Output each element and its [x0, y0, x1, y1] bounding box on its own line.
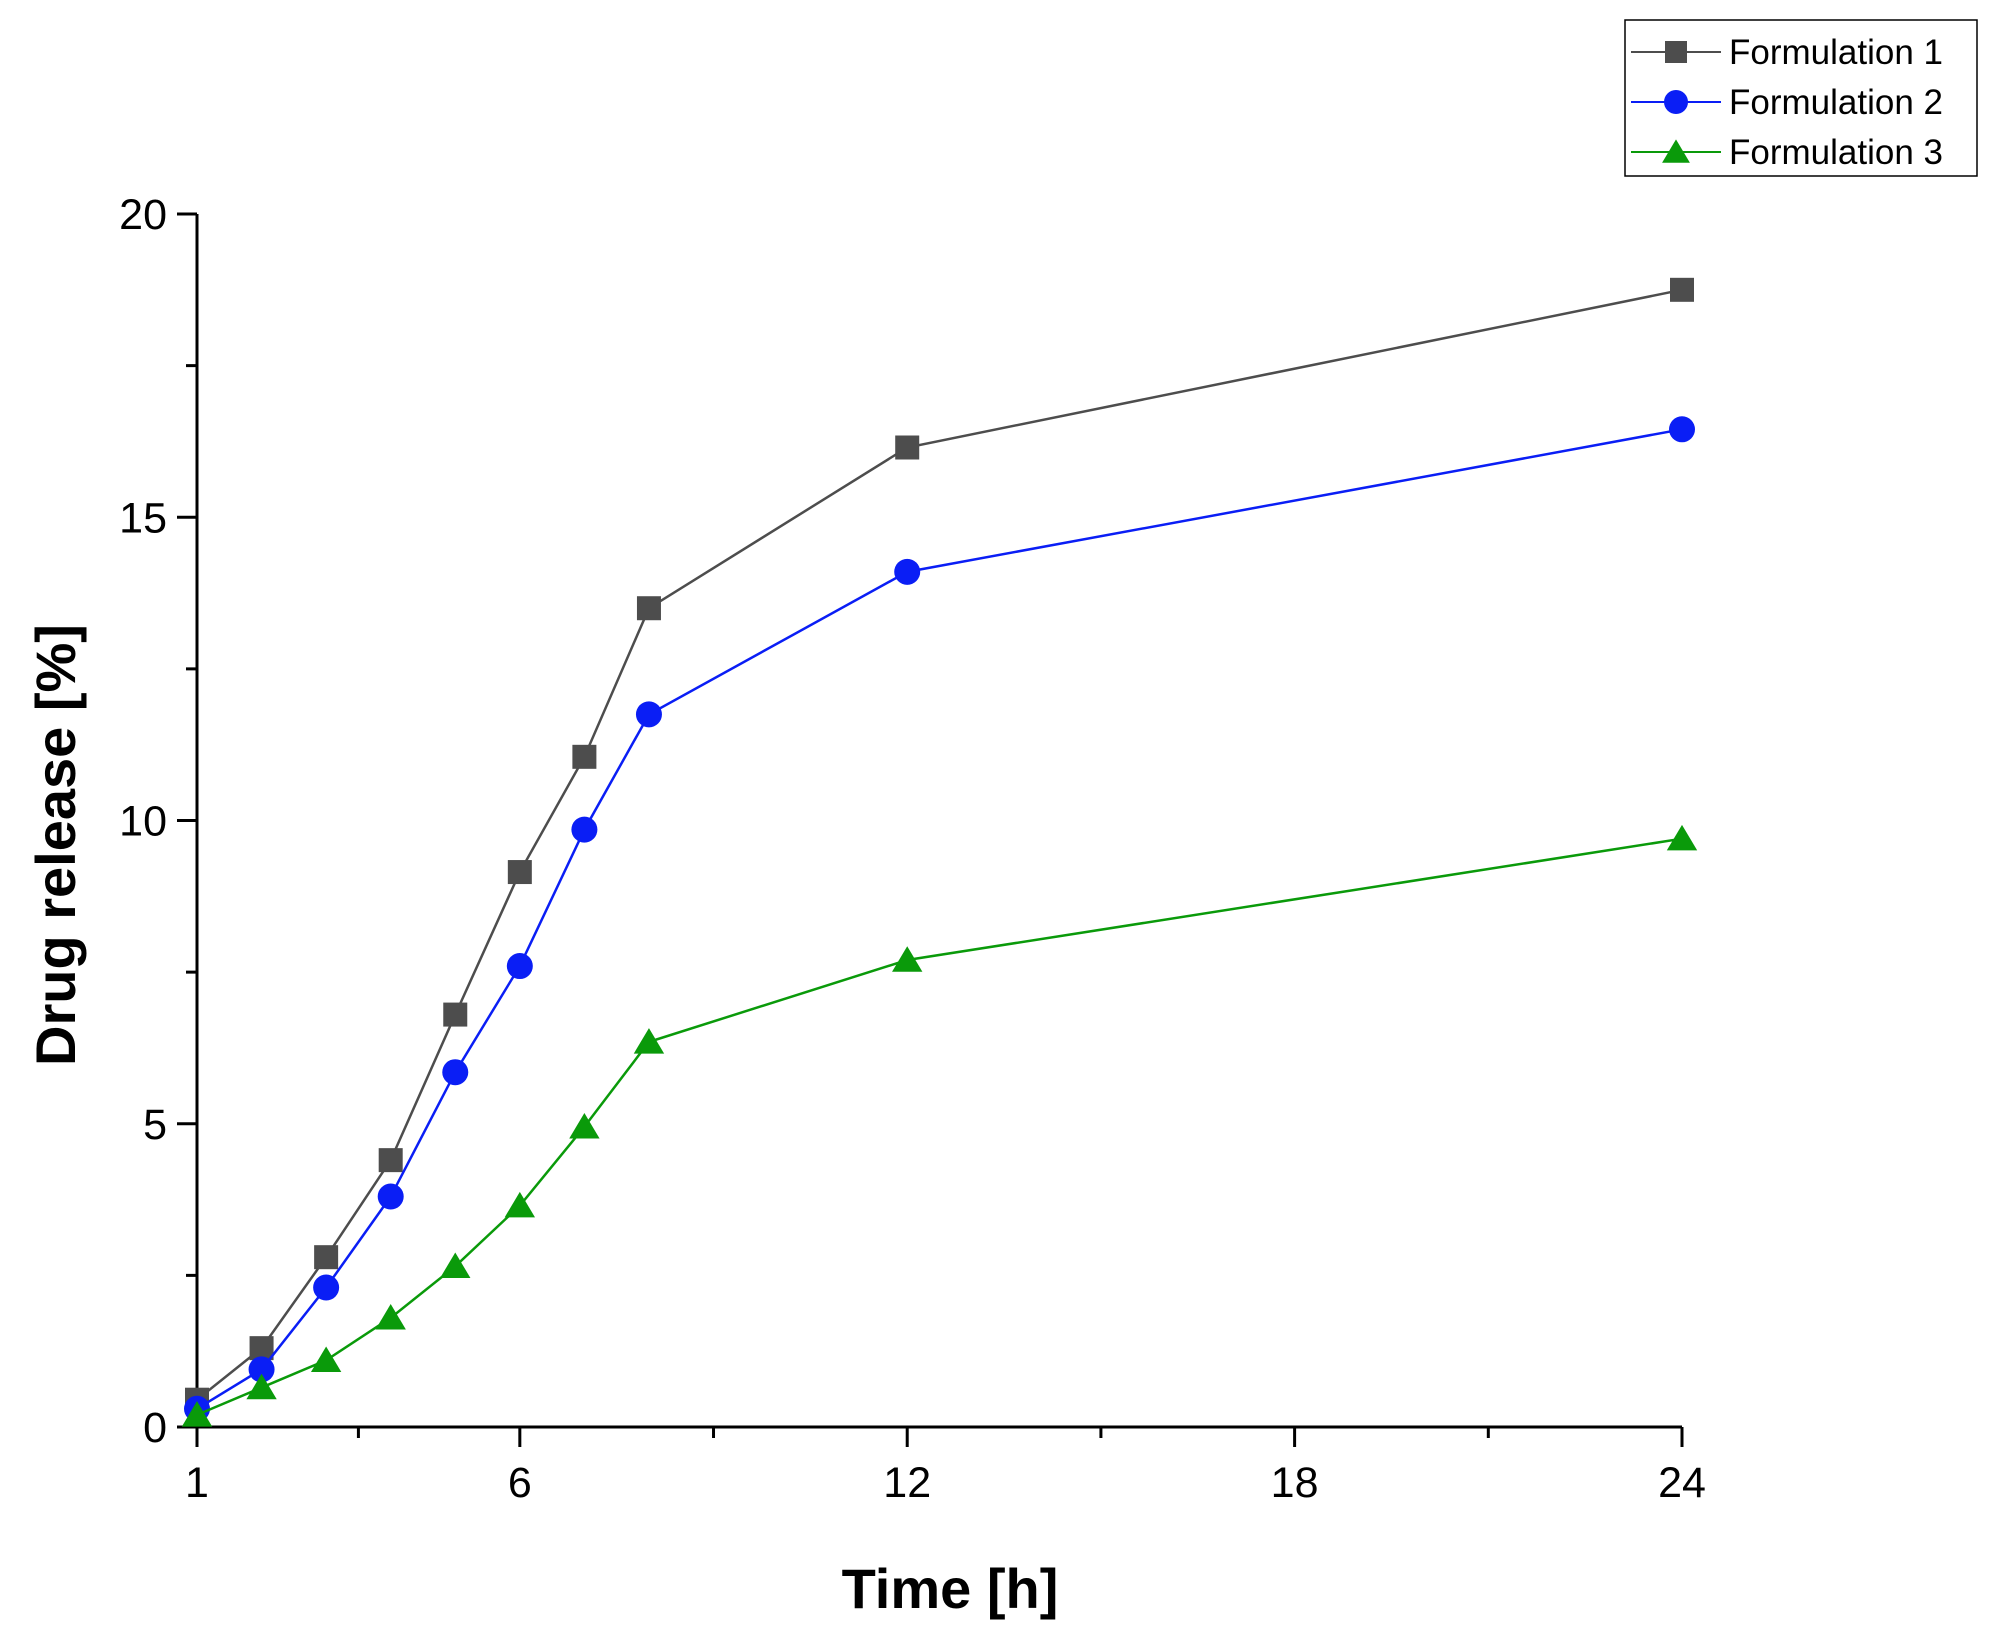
legend-item-3: Formulation 3: [1631, 133, 1943, 172]
data-point: [377, 1183, 404, 1210]
data-point: [249, 1336, 274, 1361]
series-3: [181, 824, 1698, 1427]
data-point: [635, 701, 662, 728]
x-tick-label: 12: [883, 1459, 931, 1507]
series-line-3: [196, 837, 1683, 1417]
y-tick-label: 20: [119, 191, 167, 239]
data-point: [572, 744, 597, 769]
series-line-1: [196, 288, 1683, 1401]
series-line-2: [196, 428, 1683, 1410]
series-2: [184, 416, 1695, 1422]
x-tick-label: 24: [1658, 1459, 1706, 1507]
data-point: [636, 596, 661, 621]
data-point: [442, 1059, 469, 1086]
data-point: [504, 1191, 536, 1218]
x-tick-label: 6: [508, 1459, 532, 1507]
data-point: [375, 1304, 406, 1330]
x-tick-label: 1: [185, 1459, 209, 1507]
legend-label: Formulation 3: [1729, 133, 1943, 172]
legend: Formulation 1 Formulation 2 Formulation 3: [1624, 19, 1978, 177]
legend-marker: [1665, 41, 1687, 63]
series-layer: [181, 277, 1698, 1427]
data-point: [1666, 824, 1698, 851]
data-point: [571, 816, 598, 843]
data-point: [507, 860, 532, 885]
data-point: [440, 1252, 471, 1279]
x-axis-title: Time [h]: [842, 1557, 1059, 1620]
y-axis-title: Drug release [%]: [24, 624, 87, 1066]
legend-label: Formulation 1: [1729, 33, 1943, 72]
data-point: [506, 953, 533, 980]
data-point: [378, 1148, 403, 1173]
y-tick-label: 5: [143, 1101, 167, 1149]
data-point: [310, 1346, 342, 1373]
legend-label: Formulation 2: [1729, 83, 1943, 122]
data-point: [633, 1028, 665, 1054]
data-point: [569, 1112, 600, 1139]
y-tick-label: 0: [143, 1404, 167, 1452]
data-point: [181, 1401, 213, 1427]
data-point: [443, 1002, 468, 1027]
legend-marker: [1664, 90, 1688, 114]
data-point: [892, 946, 923, 972]
y-tick-label: 10: [119, 798, 167, 846]
legend-marker: [1662, 139, 1690, 163]
data-point: [895, 435, 920, 460]
legend-item-1: Formulation 1: [1631, 33, 1943, 72]
data-point: [248, 1356, 275, 1383]
legend-item-2: Formulation 2: [1631, 83, 1943, 122]
data-point: [1669, 416, 1695, 443]
data-point: [1670, 277, 1694, 302]
data-point: [894, 558, 921, 585]
y-tick-label: 15: [119, 494, 167, 542]
data-point: [246, 1373, 277, 1400]
x-tick-label: 18: [1271, 1459, 1319, 1507]
data-point: [314, 1245, 339, 1270]
data-point: [313, 1274, 340, 1301]
series-1: [185, 277, 1694, 1412]
